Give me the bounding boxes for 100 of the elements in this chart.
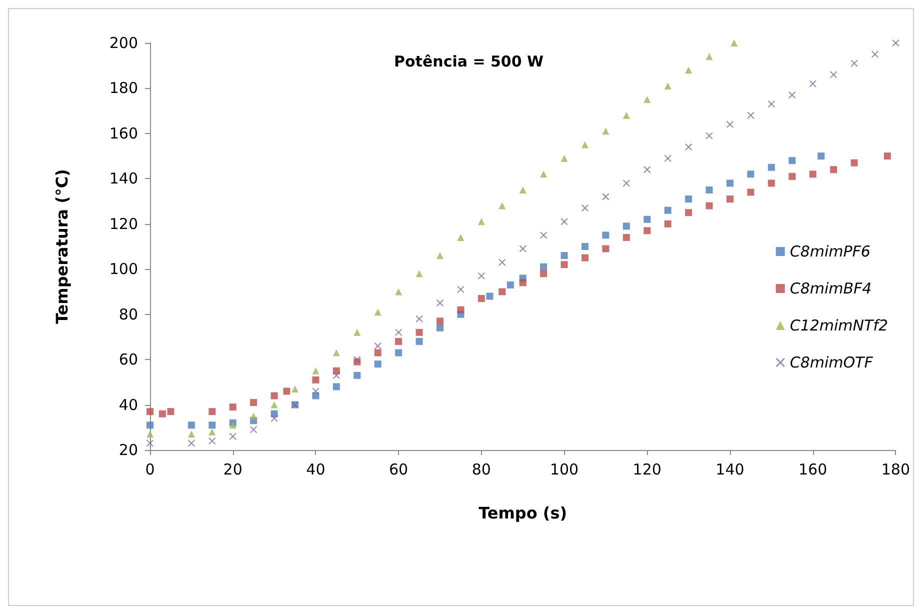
y-tick-label: 60 [118,350,138,369]
point [685,209,692,216]
point [374,349,382,356]
point [768,180,775,187]
point [809,80,816,88]
point [208,428,216,436]
point [291,385,298,392]
point [706,53,713,60]
point [395,338,402,345]
point [416,315,423,322]
point [644,166,651,174]
y-tick-label: 160 [109,124,138,142]
point [726,120,734,128]
point [747,188,754,196]
point [644,96,651,104]
point [664,206,672,214]
point [830,166,838,174]
point [250,412,258,420]
point [540,170,548,178]
point [602,193,610,200]
point [560,154,568,162]
point [581,254,588,262]
point [788,172,796,180]
point [747,112,754,119]
point [664,154,672,162]
point [706,132,713,140]
point [685,66,692,74]
point [519,186,526,194]
point [416,270,423,278]
y-tick-label: 180 [109,79,138,98]
x-tick-label: 80 [472,460,491,478]
x-tick-label: 140 [716,460,744,478]
point [788,92,796,99]
legend-label: C8mimPF6 [790,242,870,260]
point [850,60,858,67]
point [540,232,548,239]
point [188,440,195,447]
point [884,152,891,160]
point [560,252,568,260]
point [664,82,672,90]
legend-label: C12mimNTf2 [790,316,888,334]
point [146,408,154,416]
point [519,279,526,286]
point [436,318,444,325]
point [208,422,216,429]
point [250,426,258,434]
point [478,295,485,302]
point [188,422,195,429]
point [374,342,382,350]
x-tick-label: 100 [550,460,579,478]
y-axis-title: Temperatura (°C) [52,169,72,324]
point [685,196,692,203]
point [581,243,588,250]
y-tick-label: 200 [109,34,138,52]
point [229,422,236,429]
point [457,306,464,314]
x-tick-label: 160 [798,460,828,478]
point [498,258,506,266]
point [818,152,825,160]
point [374,308,382,316]
point [871,50,878,58]
legend-label: C8mimOTF [790,354,874,372]
point [270,401,278,408]
point [332,349,340,356]
point [602,128,610,135]
point [374,360,382,368]
point [644,216,651,223]
point [395,288,402,296]
point [498,288,506,296]
point [706,202,713,210]
point [730,40,738,46]
point [283,388,290,395]
point [436,300,444,307]
point [416,328,423,336]
point [498,202,506,210]
y-tick-label: 80 [118,305,138,324]
point [644,227,651,234]
point [486,292,494,300]
point [788,157,796,164]
point [768,100,775,108]
x-tick-label: 180 [881,460,910,478]
point [312,376,320,384]
point [622,180,630,187]
point [581,141,588,148]
x-tick-label: 0 [145,460,155,478]
point [436,324,444,332]
point [395,328,402,336]
point [809,170,816,178]
point [622,112,630,119]
point [208,437,216,444]
point [506,281,514,288]
point [229,432,236,440]
point [436,252,444,260]
point [208,408,216,416]
point [250,399,258,406]
point [188,430,195,438]
y-tick-label: 40 [118,396,138,414]
point [602,245,610,252]
point [332,372,340,379]
point [560,261,568,268]
